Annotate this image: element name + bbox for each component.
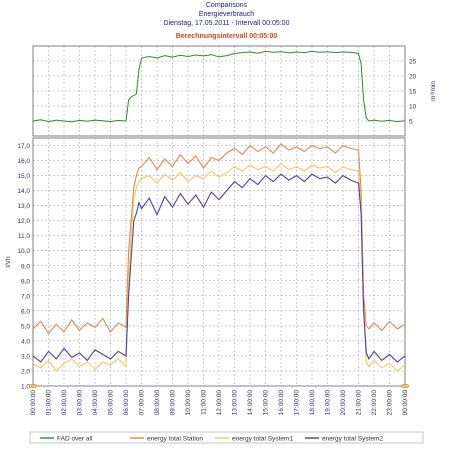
x-tick-label: 16:00:00 <box>278 390 285 416</box>
chart-title: Comparisons <box>205 2 248 9</box>
bottom-y-tick-label: 7,0 <box>21 293 30 300</box>
legend-label: energy total System2 <box>322 435 383 442</box>
chart-date-line: Dienstag, 17.05.2011 - Intervall 00:05:0… <box>163 20 290 27</box>
legend-label: energy total System1 <box>232 435 293 442</box>
bottom-y-tick-label: 13,0 <box>17 203 30 210</box>
bottom-y-tick-label: 12,0 <box>17 218 30 225</box>
series-energy-total-system2 <box>32 173 406 363</box>
bottom-y-tick-label: 1,0 <box>21 384 30 391</box>
bottom-y-tick-label: 14,0 <box>17 188 30 195</box>
x-tick-label: 18:00:00 <box>309 390 316 416</box>
series-fad-over-all <box>32 50 406 123</box>
x-tick-label: 08:00:00 <box>154 390 161 416</box>
x-tick-label: 11:00:00 <box>201 390 208 415</box>
bottom-y-tick-label: 15,0 <box>17 173 30 180</box>
x-scroll-handle-left[interactable] <box>28 383 38 389</box>
x-tick-label: 02:00:00 <box>61 390 68 416</box>
top-y-tick-label: 10 <box>409 104 417 111</box>
series-energy-total-system1 <box>32 162 406 372</box>
bottom-y-tick-label: 8,0 <box>21 278 30 285</box>
x-tick-label: 06:00:00 <box>123 390 130 416</box>
x-tick-label: 14:00:00 <box>247 390 254 416</box>
x-tick-label: 05:00:00 <box>108 390 115 416</box>
legend-label: energy total Station <box>147 435 203 442</box>
x-tick-label: 19:00:00 <box>325 390 332 416</box>
calc-interval-label: Berechnungsintervall 00:05:00 <box>175 33 278 40</box>
bottom-y-tick-label: 5,0 <box>21 323 30 330</box>
bottom-y-tick-label: 6,0 <box>21 308 30 315</box>
bottom-y-tick-label: 17,0 <box>17 143 30 150</box>
x-tick-label: 21:00:00 <box>356 390 363 416</box>
x-tick-label: 09:00:00 <box>170 390 177 416</box>
x-tick-label: 15:00:00 <box>263 390 270 416</box>
top-y-axis-label: m³/min <box>430 81 437 101</box>
top-y-tick-label: 15 <box>409 89 417 96</box>
x-tick-label: 17:00:00 <box>294 390 301 416</box>
x-tick-label: 20:00:00 <box>340 390 347 416</box>
x-tick-label: 10:00:00 <box>185 390 192 416</box>
x-scroll-handle-right[interactable] <box>400 383 410 389</box>
series-energy-total-station <box>32 143 406 335</box>
bottom-y-tick-label: 11,0 <box>18 233 31 240</box>
top-y-tick-label: 5 <box>409 119 413 126</box>
x-tick-label: 03:00:00 <box>77 390 84 416</box>
x-tick-label: 00:00:00 <box>30 390 37 416</box>
x-tick-label: 12:00:00 <box>216 390 223 416</box>
bottom-y-tick-label: 3,0 <box>21 353 30 360</box>
bottom-y-axis-label: l/Vh <box>5 256 12 268</box>
bottom-y-tick-label: 10,0 <box>17 248 30 255</box>
bottom-y-tick-label: 2,0 <box>21 368 30 375</box>
bottom-y-tick-label: 4,0 <box>21 338 30 345</box>
top-y-tick-label: 20 <box>409 74 417 81</box>
top-y-tick-label: 25 <box>409 59 417 66</box>
legend-label: FAD over all <box>57 435 93 442</box>
x-tick-label: 00:00:00 <box>402 390 409 416</box>
chart-subtitle: Energieverbrauch <box>198 11 255 18</box>
x-tick-label: 23:00:00 <box>387 390 394 416</box>
x-tick-label: 04:00:00 <box>92 390 99 416</box>
x-tick-label: 22:00:00 <box>371 390 378 416</box>
x-tick-label: 07:00:00 <box>139 390 146 416</box>
bottom-y-tick-label: 9,0 <box>21 263 30 270</box>
bottom-y-tick-label: 16,0 <box>17 158 30 165</box>
x-tick-label: 13:00:00 <box>232 390 239 416</box>
x-tick-label: 01:00:00 <box>46 390 53 416</box>
